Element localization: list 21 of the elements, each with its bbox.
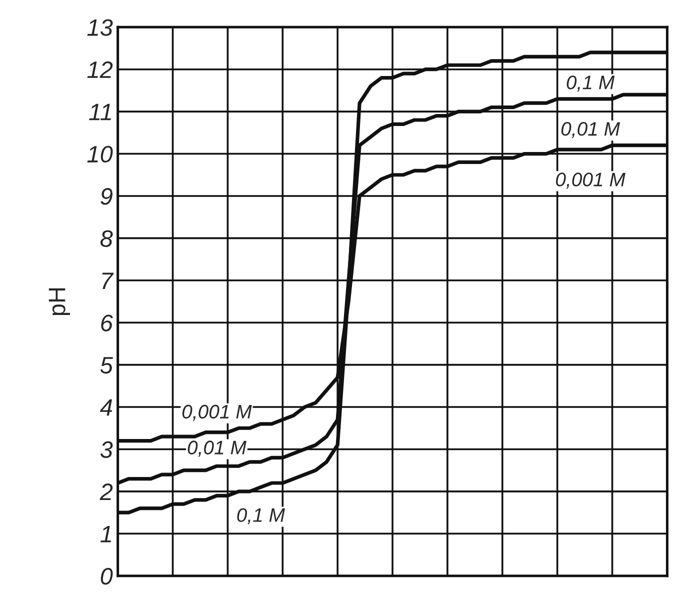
y-tick-label: 3: [100, 441, 113, 458]
series-label: 0,01 M: [188, 440, 246, 457]
text: 0,1 M: [566, 76, 615, 92]
y-tick-label: 8: [100, 230, 113, 247]
y-tick-label: 7: [102, 272, 114, 289]
y-tick-label: 12: [87, 61, 113, 78]
y-tick-label: 6: [101, 314, 113, 332]
series-label: 0,001 M: [182, 404, 252, 421]
y-tick-label: 5: [100, 357, 114, 374]
y-axis-title: pH: [48, 288, 70, 316]
y-tick-label: 0: [100, 568, 113, 585]
y-tick-label: 10: [87, 146, 113, 163]
series-label: 0,1 M: [237, 508, 285, 524]
text: 0,01 M: [561, 122, 620, 138]
y-tick-label: 13: [87, 19, 113, 36]
y-tick-label: 11: [89, 104, 111, 120]
y-tick-label: 1: [100, 526, 111, 542]
y-tick-label: 2: [100, 484, 113, 500]
y-tick-label: 9: [100, 188, 112, 205]
text: 0,001 M: [556, 172, 626, 189]
y-tick-label: 4: [100, 399, 112, 416]
